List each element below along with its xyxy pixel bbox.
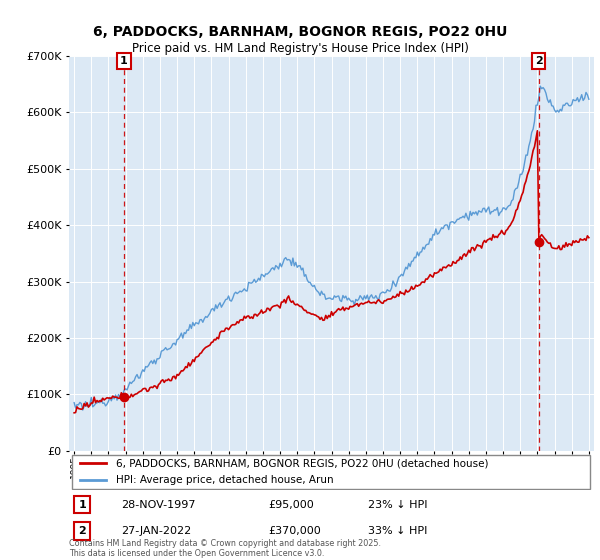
Text: £95,000: £95,000 [269,500,314,510]
Text: £370,000: £370,000 [269,526,321,536]
Text: Contains HM Land Registry data © Crown copyright and database right 2025.
This d: Contains HM Land Registry data © Crown c… [69,539,381,558]
Text: 23% ↓ HPI: 23% ↓ HPI [368,500,428,510]
Text: Price paid vs. HM Land Registry's House Price Index (HPI): Price paid vs. HM Land Registry's House … [131,42,469,55]
Text: 33% ↓ HPI: 33% ↓ HPI [368,526,428,536]
Text: 28-NOV-1997: 28-NOV-1997 [121,500,196,510]
Text: 6, PADDOCKS, BARNHAM, BOGNOR REGIS, PO22 0HU (detached house): 6, PADDOCKS, BARNHAM, BOGNOR REGIS, PO22… [116,459,489,468]
FancyBboxPatch shape [71,455,590,488]
Text: 2: 2 [535,56,542,66]
Text: 6, PADDOCKS, BARNHAM, BOGNOR REGIS, PO22 0HU: 6, PADDOCKS, BARNHAM, BOGNOR REGIS, PO22… [93,25,507,39]
Text: 2: 2 [78,526,86,536]
Text: 1: 1 [78,500,86,510]
Text: HPI: Average price, detached house, Arun: HPI: Average price, detached house, Arun [116,475,334,485]
Text: 27-JAN-2022: 27-JAN-2022 [121,526,192,536]
Text: 1: 1 [120,56,128,66]
